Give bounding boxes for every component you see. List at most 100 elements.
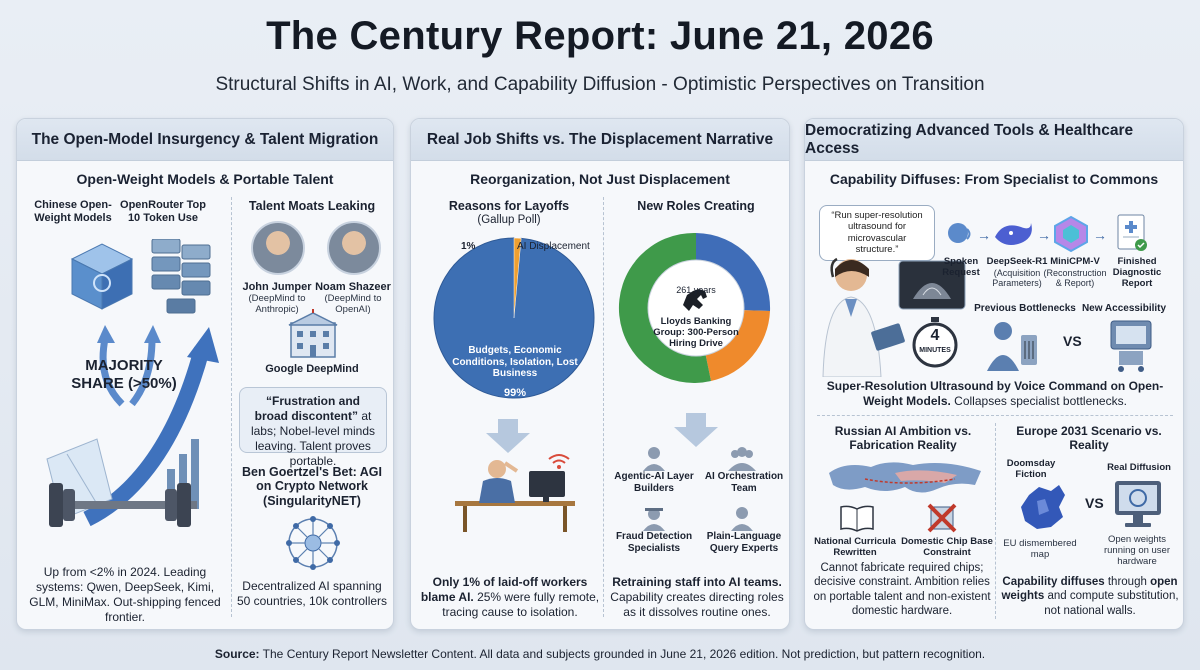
roles-caption-rest: Capability creates directing roles as it…	[610, 590, 784, 619]
ultrasound-caption-bold: Super-Resolution Ultrasound by Voice Com…	[826, 379, 1164, 408]
google-deepmind-label: Google DeepMind	[265, 363, 359, 375]
specialist-icon	[987, 322, 1037, 371]
speech-bubble: “Run super-resolution ultrasound for mic…	[819, 205, 935, 261]
quote-rest: at labs; Nobel-level minds leaving. Tale…	[250, 409, 376, 468]
europe-bold-1: Capability diffuses	[1002, 576, 1105, 588]
pie-title: Reasons for Layoffs	[448, 199, 570, 213]
person-icon	[643, 447, 665, 471]
headset-icon	[830, 257, 838, 278]
roles-caption-bold: Retraining staff into AI teams.	[612, 575, 782, 589]
eu-caption: EU dismembered map	[1003, 538, 1077, 560]
chip-blocked-icon	[927, 503, 957, 533]
detective-icon	[643, 508, 665, 531]
report-icon	[1117, 214, 1147, 251]
layoff-pie-chart	[433, 237, 595, 399]
building-icon	[288, 309, 338, 358]
goertzel-bet-title: Ben Goertzel's Bet: AGI on Crypto Networ…	[241, 465, 383, 508]
doomsday-label: Doomsday Fiction	[1006, 458, 1056, 480]
step-2-title: MiniCPM-V	[1050, 256, 1100, 267]
panel-title: Real Job Shifts vs. The Displacement Nar…	[411, 119, 789, 161]
europe-rest: and compute substitution, not national w…	[1044, 590, 1179, 617]
russia-title: Russian AI Ambition vs. Fabrication Real…	[834, 424, 972, 452]
europe-bold-2: open weights	[1001, 576, 1178, 603]
team-icon	[728, 447, 756, 471]
network-icon	[286, 516, 340, 570]
panel-title: The Open-Model Insurgency & Talent Migra…	[17, 119, 393, 161]
previous-bottlenecks-label: Previous Bottlenecks	[974, 303, 1076, 314]
person1-name: John Jumper	[242, 281, 312, 293]
russia-item-1: National Curricula Rewritten	[814, 536, 896, 558]
role-2: Fraud Detection Specialists	[615, 531, 693, 554]
panel-job-shifts: Real Job Shifts vs. The Displacement Nar…	[410, 118, 790, 630]
chinese-models-label: Chinese Open-Weight Models	[34, 199, 112, 224]
page-subtitle: Structural Shifts in AI, Work, and Capab…	[215, 74, 985, 95]
weights-caption: Open weights running on user hardware	[1103, 534, 1171, 567]
role-3: Plain-Language Query Experts	[706, 531, 782, 554]
page-title: The Century Report: June 21, 2026	[266, 14, 934, 58]
real-diffusion-label: Real Diffusion	[1107, 462, 1171, 473]
panel-subtitle: Capability Diffuses: From Specialist to …	[829, 171, 1159, 187]
main-slice-label: Budgets, Economic Conditions, Isolation,…	[452, 345, 578, 379]
pie-caption-bold: Only 1% of laid-off workers blame AI.	[420, 575, 588, 604]
donut-years: 261 years	[676, 285, 716, 295]
source-text: The Century Report Newsletter Content. A…	[259, 647, 986, 661]
ultrasound-machine-icon	[1110, 320, 1152, 372]
vs-label: VS	[1063, 333, 1082, 349]
cube-network-icon	[1054, 215, 1088, 253]
europe-caption: Capability diffuses through open weights…	[999, 575, 1181, 618]
open-model-caption: Up from <2% in 2024. Leading systems: Qw…	[29, 565, 221, 624]
horse-logo-icon	[683, 289, 707, 311]
tablet-icon	[871, 323, 905, 351]
person1-note: (DeepMind to Anthropic)	[248, 293, 306, 315]
step-3-title: Finished Diagnostic Report	[1112, 256, 1162, 289]
footer-source: Source: The Century Report Newsletter Co…	[0, 647, 1200, 661]
openrouter-label: OpenRouter Top 10 Token Use	[120, 199, 206, 224]
speaking-head-icon	[948, 223, 971, 243]
step-1-title: DeepSeek-R1	[986, 256, 1048, 267]
arrow-icon	[99, 338, 125, 407]
donut-center: Lloyds Banking Group: 300-Person Hiring …	[653, 316, 739, 349]
new-accessibility-label: New Accessibility	[1081, 303, 1167, 314]
talent-moats-title: Talent Moats Leaking	[248, 199, 376, 213]
whale-icon	[995, 223, 1032, 245]
person2-name: Noam Shazeer	[315, 281, 391, 293]
quote-bold: “Frustration and broad discontent”	[254, 394, 360, 423]
timer-icon	[912, 317, 958, 368]
down-arrow-icon	[486, 419, 530, 453]
pie-caption: Only 1% of laid-off workers blame AI. 25…	[419, 575, 601, 620]
ai-slice-pct: 1%	[461, 241, 476, 252]
ai-slice-label: AI Displacement	[517, 241, 590, 252]
russia-item-2: Domestic Chip Base Constraint	[901, 536, 993, 558]
computer-icon	[1115, 481, 1161, 527]
panel-healthcare: Democratizing Advanced Tools & Healthcar…	[804, 118, 1184, 630]
person-icon	[731, 507, 753, 531]
roles-caption: Retraining staff into AI teams. Capabili…	[607, 575, 787, 620]
russia-caption: Cannot fabricate required chips; decisiv…	[813, 562, 991, 618]
source-label: Source:	[214, 647, 260, 661]
roles-title: New Roles Creating	[637, 199, 755, 213]
stressed-worker-illustration	[455, 454, 575, 532]
timer-value: 4	[930, 327, 940, 344]
panel-subtitle: Open-Weight Models & Portable Talent	[76, 171, 334, 187]
panel-subtitle: Reorganization, Not Just Displacement	[470, 171, 730, 187]
eu-map-icon	[1021, 485, 1065, 529]
donut-blue	[696, 233, 771, 311]
talent-quote: “Frustration and broad discontent” at la…	[239, 387, 387, 468]
ultrasound-caption-rest: Collapses specialist bottlenecks.	[950, 394, 1127, 408]
ultrasound-screen-icon	[898, 260, 966, 310]
europe-title: Europe 2031 Scenario vs. Reality	[1016, 424, 1162, 452]
step-2-note: (Reconstruction & Report)	[1043, 268, 1107, 289]
doctor-illustration	[822, 257, 905, 377]
server-stack-icon	[151, 239, 211, 314]
book-icon	[840, 505, 874, 532]
main-slice-pct: 99%	[503, 387, 527, 399]
timer-unit: MINUTES	[919, 347, 951, 354]
europe-mid: through	[1104, 576, 1151, 588]
open-model-illustration	[46, 239, 219, 527]
john-jumper-avatar	[251, 221, 305, 275]
donut-orange	[704, 310, 770, 381]
pie-source: (Gallup Poll)	[477, 214, 541, 226]
role-1: AI Orchestration Team	[704, 471, 784, 494]
pie-slice-ai	[513, 237, 522, 319]
goertzel-caption: Decentralized AI spanning 50 countries, …	[236, 579, 388, 608]
